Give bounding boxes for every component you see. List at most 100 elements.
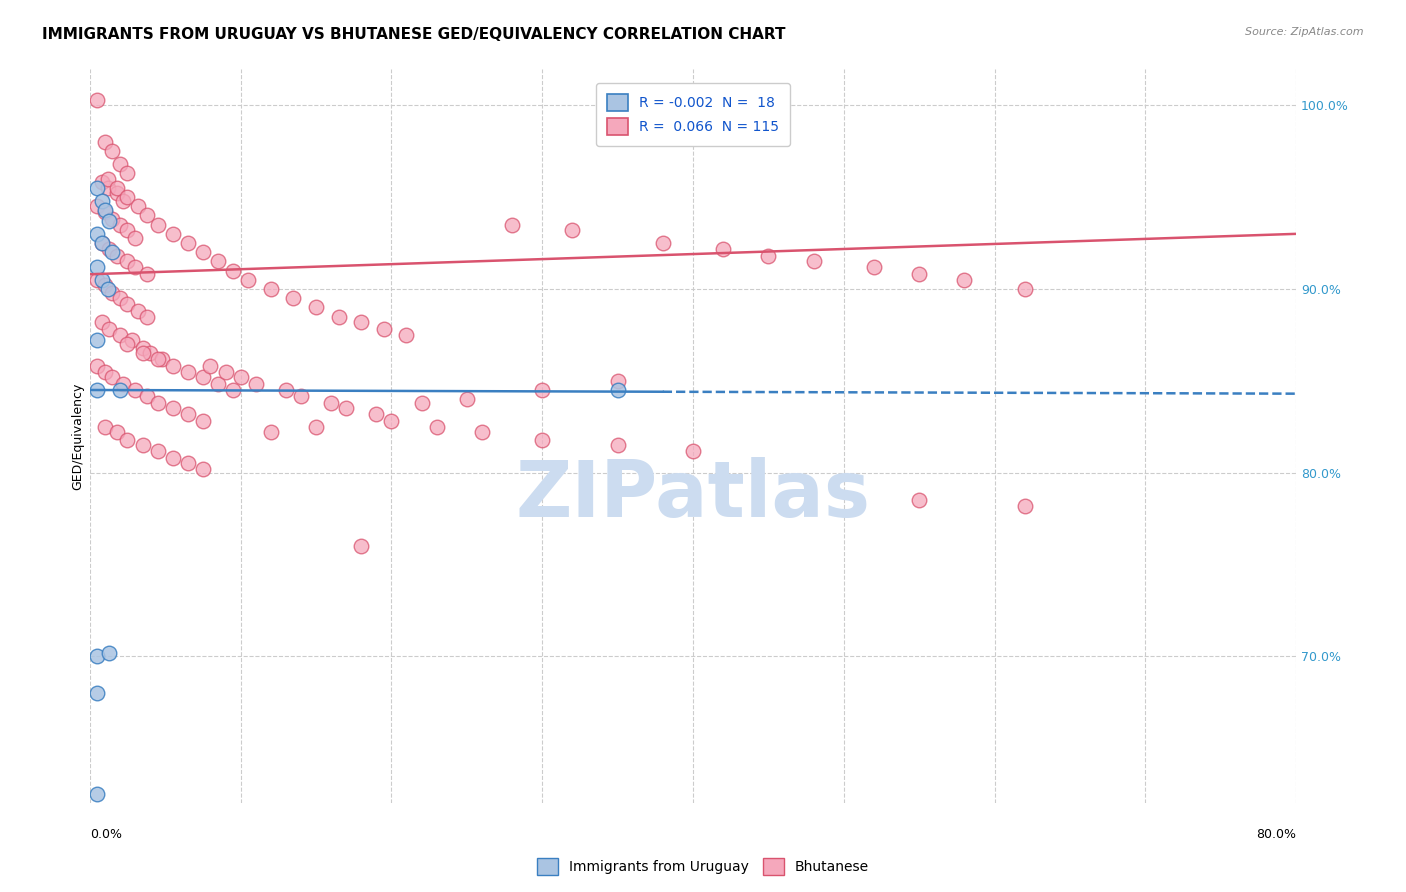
Point [245,377,267,392]
Point [606,383,628,397]
Point [90,273,112,287]
Point [380,414,402,428]
Point [177,235,200,250]
Point [136,267,159,281]
Point [105,186,128,201]
Point [94,419,117,434]
Point [94,278,117,293]
Point [350,315,373,329]
Point [191,414,214,428]
Text: Source: ZipAtlas.com: Source: ZipAtlas.com [1246,27,1364,37]
Point [908,493,931,508]
Point [86,686,108,700]
Point [117,254,139,268]
Point [162,359,184,373]
Point [200,359,222,373]
Point [290,388,312,402]
Point [283,291,305,305]
Point [260,282,283,296]
Point [86,227,108,241]
Point [108,327,131,342]
Point [90,315,112,329]
Point [86,334,108,348]
Point [117,337,139,351]
Point [127,304,149,318]
Point [531,383,554,397]
Point [101,285,124,300]
Point [305,301,328,315]
Point [101,370,124,384]
Point [456,392,478,407]
Point [274,383,297,397]
Point [177,365,200,379]
Point [86,199,108,213]
Point [335,401,357,416]
Point [191,370,214,384]
Point [90,235,112,250]
Point [756,249,779,263]
Point [150,351,173,366]
Point [711,242,734,256]
Point [471,425,494,440]
Point [191,462,214,476]
Text: 0.0%: 0.0% [90,829,122,841]
Point [682,443,704,458]
Point [86,260,108,274]
Point [105,181,128,195]
Point [146,443,169,458]
Point [90,235,112,250]
Point [222,263,245,277]
Point [395,327,418,342]
Point [86,273,108,287]
Point [411,396,433,410]
Point [136,209,159,223]
Point [207,377,229,392]
Point [101,144,124,158]
Point [561,223,583,237]
Point [531,433,554,447]
Point [229,370,252,384]
Point [94,202,117,217]
Point [146,218,169,232]
Point [177,407,200,421]
Point [124,230,146,244]
Point [86,359,108,373]
Point [98,242,121,256]
Point [101,245,124,260]
Point [90,176,112,190]
Point [117,296,139,310]
Point [305,419,328,434]
Point [373,322,395,336]
Point [124,260,146,274]
Point [222,383,245,397]
Point [111,194,134,208]
Text: 80.0%: 80.0% [1256,829,1296,841]
Y-axis label: GED/Equivalency: GED/Equivalency [72,383,84,490]
Point [108,218,131,232]
Point [98,214,121,228]
Point [606,438,628,452]
Point [803,254,825,268]
Point [127,199,149,213]
Point [146,351,169,366]
Legend: R = -0.002  N =  18, R =  0.066  N = 115: R = -0.002 N = 18, R = 0.066 N = 115 [596,83,790,146]
Point [97,171,120,186]
Point [105,425,128,440]
Point [121,334,143,348]
Point [426,419,449,434]
Point [86,93,108,107]
Point [136,310,159,324]
Point [651,235,673,250]
Point [86,787,108,801]
Point [146,396,169,410]
Point [117,433,139,447]
Point [863,260,886,274]
Text: ZIPatlas: ZIPatlas [516,457,870,533]
Point [214,365,236,379]
Point [501,218,523,232]
Point [94,135,117,149]
Point [86,181,108,195]
Point [350,539,373,553]
Point [606,374,628,388]
Point [117,166,139,180]
